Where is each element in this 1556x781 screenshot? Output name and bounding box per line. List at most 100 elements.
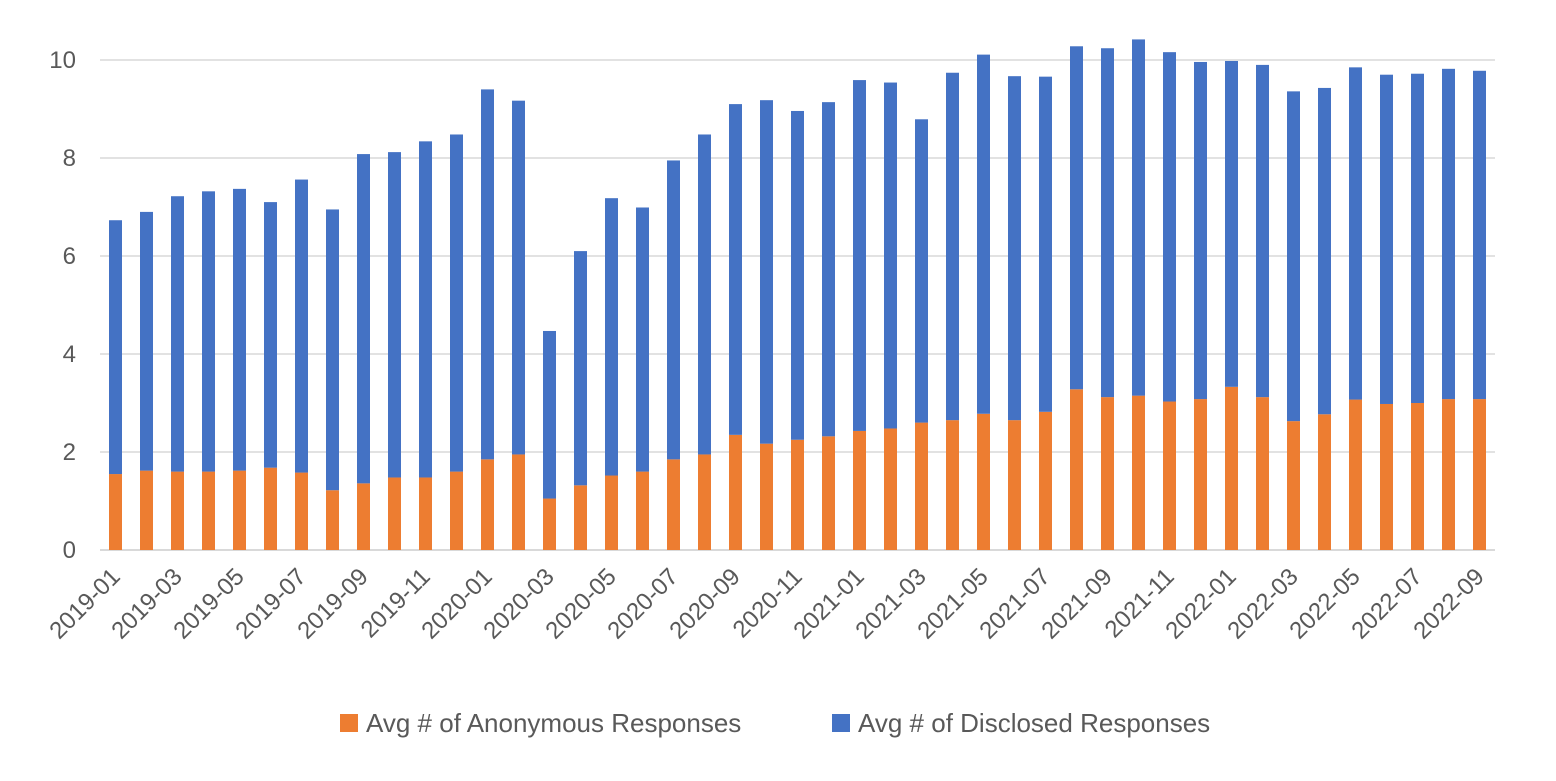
- bar-disclosed-2021-11: [1163, 52, 1176, 402]
- bar-anonymous-2019-07: [295, 472, 308, 550]
- bars: [109, 39, 1486, 550]
- legend-label-disclosed: Avg # of Disclosed Responses: [858, 708, 1210, 738]
- bar-anonymous-2021-02: [884, 428, 897, 550]
- bar-anonymous-2020-11: [791, 439, 804, 550]
- bar-disclosed-2021-09: [1101, 48, 1114, 398]
- y-tick-label: 6: [63, 243, 76, 270]
- bar-anonymous-2021-06: [1008, 420, 1021, 550]
- bar-disclosed-2022-01: [1225, 60, 1238, 387]
- bar-disclosed-2019-07: [295, 179, 308, 473]
- bar-anonymous-2019-10: [388, 477, 401, 550]
- bar-anonymous-2021-11: [1163, 401, 1176, 550]
- bar-disclosed-2020-03: [543, 330, 556, 499]
- bar-disclosed-2019-02: [140, 211, 153, 471]
- bar-anonymous-2020-04: [574, 485, 587, 550]
- bar-anonymous-2020-10: [760, 443, 773, 550]
- bar-anonymous-2019-02: [140, 470, 153, 550]
- bar-anonymous-2021-04: [946, 420, 959, 550]
- legend: Avg # of Anonymous Responses Avg # of Di…: [340, 708, 1210, 738]
- bar-anonymous-2019-09: [357, 483, 370, 550]
- y-tick-label: 0: [63, 537, 76, 564]
- bar-anonymous-2020-09: [729, 434, 742, 550]
- bar-disclosed-2021-04: [946, 72, 959, 421]
- bar-disclosed-2020-06: [636, 207, 649, 472]
- bar-anonymous-2020-08: [698, 454, 711, 550]
- bar-anonymous-2020-01: [481, 459, 494, 550]
- bar-anonymous-2022-07: [1411, 403, 1424, 550]
- bar-disclosed-2022-07: [1411, 73, 1424, 403]
- legend-swatch-disclosed: [832, 714, 850, 732]
- bar-anonymous-2021-07: [1039, 411, 1052, 550]
- bar-disclosed-2020-07: [667, 160, 680, 460]
- bar-disclosed-2021-01: [853, 80, 866, 431]
- bar-anonymous-2021-10: [1132, 395, 1145, 550]
- bar-disclosed-2021-05: [977, 54, 990, 414]
- bar-anonymous-2020-12: [822, 436, 835, 550]
- bar-anonymous-2022-03: [1287, 421, 1300, 550]
- bar-disclosed-2019-05: [233, 188, 246, 471]
- bar-disclosed-2022-08: [1442, 68, 1455, 400]
- y-tick-label: 2: [63, 439, 76, 466]
- y-axis: 0 2 4 6 8 10: [49, 47, 76, 564]
- bar-disclosed-2020-10: [760, 100, 773, 444]
- bar-anonymous-2022-06: [1380, 403, 1393, 550]
- y-tick-label: 8: [63, 145, 76, 172]
- bar-disclosed-2020-01: [481, 89, 494, 460]
- bar-anonymous-2019-05: [233, 470, 246, 550]
- bar-disclosed-2021-12: [1194, 61, 1207, 400]
- bar-disclosed-2021-03: [915, 119, 928, 423]
- bar-anonymous-2022-04: [1318, 414, 1331, 550]
- bar-anonymous-2022-05: [1349, 399, 1362, 550]
- bar-anonymous-2020-03: [543, 498, 556, 550]
- bar-disclosed-2019-06: [264, 202, 277, 468]
- bar-anonymous-2020-06: [636, 471, 649, 550]
- bar-anonymous-2021-05: [977, 413, 990, 550]
- bar-disclosed-2022-05: [1349, 67, 1362, 400]
- bar-disclosed-2021-10: [1132, 39, 1145, 396]
- bar-disclosed-2020-02: [512, 100, 525, 455]
- bar-disclosed-2019-10: [388, 152, 401, 478]
- bar-disclosed-2019-04: [202, 191, 215, 472]
- bar-disclosed-2022-06: [1380, 74, 1393, 404]
- bar-anonymous-2021-12: [1194, 399, 1207, 550]
- y-tick-label: 10: [49, 47, 76, 74]
- legend-swatch-anonymous: [340, 714, 358, 732]
- bar-disclosed-2020-05: [605, 198, 618, 476]
- bar-disclosed-2021-02: [884, 82, 897, 429]
- y-tick-label: 4: [63, 341, 76, 368]
- bar-disclosed-2022-09: [1473, 70, 1486, 400]
- bar-anonymous-2019-01: [109, 474, 122, 550]
- bar-disclosed-2020-08: [698, 134, 711, 455]
- bar-anonymous-2019-06: [264, 467, 277, 550]
- bar-anonymous-2021-01: [853, 430, 866, 550]
- bar-anonymous-2022-09: [1473, 399, 1486, 550]
- bar-anonymous-2019-11: [419, 477, 432, 550]
- bar-disclosed-2022-02: [1256, 64, 1269, 398]
- bar-disclosed-2019-12: [450, 134, 463, 472]
- bar-disclosed-2019-09: [357, 154, 370, 484]
- bar-disclosed-2022-03: [1287, 91, 1300, 422]
- bar-anonymous-2022-01: [1225, 386, 1238, 550]
- legend-label-anonymous: Avg # of Anonymous Responses: [366, 708, 741, 738]
- bar-disclosed-2020-09: [729, 104, 742, 435]
- bar-disclosed-2020-12: [822, 102, 835, 437]
- bar-anonymous-2019-03: [171, 471, 184, 550]
- bar-anonymous-2019-08: [326, 490, 339, 550]
- bar-anonymous-2021-09: [1101, 397, 1114, 550]
- bar-disclosed-2021-06: [1008, 76, 1021, 421]
- bar-anonymous-2022-08: [1442, 399, 1455, 550]
- bar-anonymous-2020-02: [512, 454, 525, 550]
- bar-disclosed-2019-11: [419, 141, 432, 478]
- bar-disclosed-2020-11: [791, 110, 804, 440]
- bar-anonymous-2019-12: [450, 471, 463, 550]
- bar-disclosed-2019-03: [171, 196, 184, 472]
- bar-disclosed-2021-08: [1070, 46, 1083, 390]
- bar-anonymous-2020-07: [667, 459, 680, 550]
- bar-anonymous-2021-08: [1070, 389, 1083, 550]
- bar-disclosed-2019-08: [326, 209, 339, 491]
- bar-disclosed-2022-04: [1318, 87, 1331, 415]
- x-axis: 2019-012019-032019-052019-072019-092019-…: [44, 563, 1489, 644]
- bar-disclosed-2021-07: [1039, 76, 1052, 412]
